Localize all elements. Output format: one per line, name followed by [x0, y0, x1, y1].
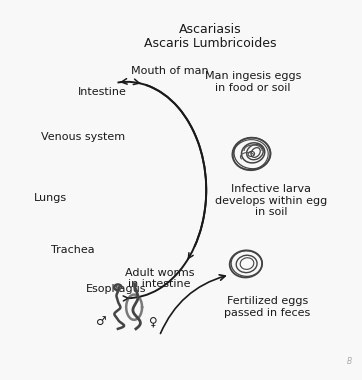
Text: B: B	[347, 357, 352, 366]
Text: ♀: ♀	[148, 315, 157, 328]
Text: ♂: ♂	[95, 315, 106, 328]
Text: Esophagus: Esophagus	[87, 283, 147, 293]
Text: Mouth of man: Mouth of man	[131, 66, 209, 76]
Text: Ascariasis: Ascariasis	[178, 23, 241, 36]
Text: Trachea: Trachea	[51, 245, 95, 255]
Text: Ascaris Lumbricoides: Ascaris Lumbricoides	[144, 38, 276, 51]
Text: Man ingesis eggs
in food or soil: Man ingesis eggs in food or soil	[205, 71, 301, 93]
Text: Adult worms
in intestine: Adult worms in intestine	[125, 268, 194, 289]
Text: Venous system: Venous system	[41, 132, 125, 142]
Text: Intestine: Intestine	[78, 87, 127, 97]
Text: Fertilized eggs
passed in feces: Fertilized eggs passed in feces	[224, 296, 311, 318]
Text: Infective larva
develops within egg
in soil: Infective larva develops within egg in s…	[215, 184, 327, 217]
Text: Lungs: Lungs	[33, 193, 67, 203]
